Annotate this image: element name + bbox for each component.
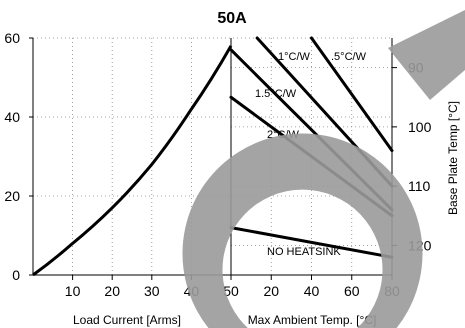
chart-title: 50A [217,10,247,27]
left-x-axis-label: Load Current [Arms] [73,313,181,327]
left-y-tick-label: 60 [4,30,20,46]
series-line--5-c-w [310,36,394,153]
left-x-tick-label: 30 [144,283,160,299]
left-x-tick-label: 50 [223,283,239,299]
left-x-tick-label: 10 [65,283,81,299]
watermark-arc [182,133,423,328]
left-y-tick-label: 0 [12,267,20,283]
series-label-1cw: 1°C/W [278,51,311,63]
left-x-tick-label: 20 [104,283,120,299]
right-y-tick-label: 100 [408,119,432,135]
left-y-tick-label: 40 [4,109,20,125]
series-label-15cw: 1.5°C/W [255,88,297,100]
series-label-05cw: .5°C/W [331,51,367,63]
right-y-tick-label: 110 [408,178,431,194]
series-line-load-current [32,45,233,277]
series-line-no-heatsink [229,226,394,259]
right-x-tick-label: 20 [263,283,279,299]
series-label-no-heatsink: NO HEATSINK [267,246,341,258]
right-x-axis-label: Max Ambient Temp. [°C] [248,313,377,327]
left-y-tick-label: 20 [4,188,20,204]
right-x-tick-label: 40 [304,283,320,299]
watermark-shape [182,10,465,328]
right-x-tick-label: 60 [344,283,360,299]
watermark-band [388,10,465,100]
right-y-axis-label: Base Plate Temp [°C] [446,101,460,215]
